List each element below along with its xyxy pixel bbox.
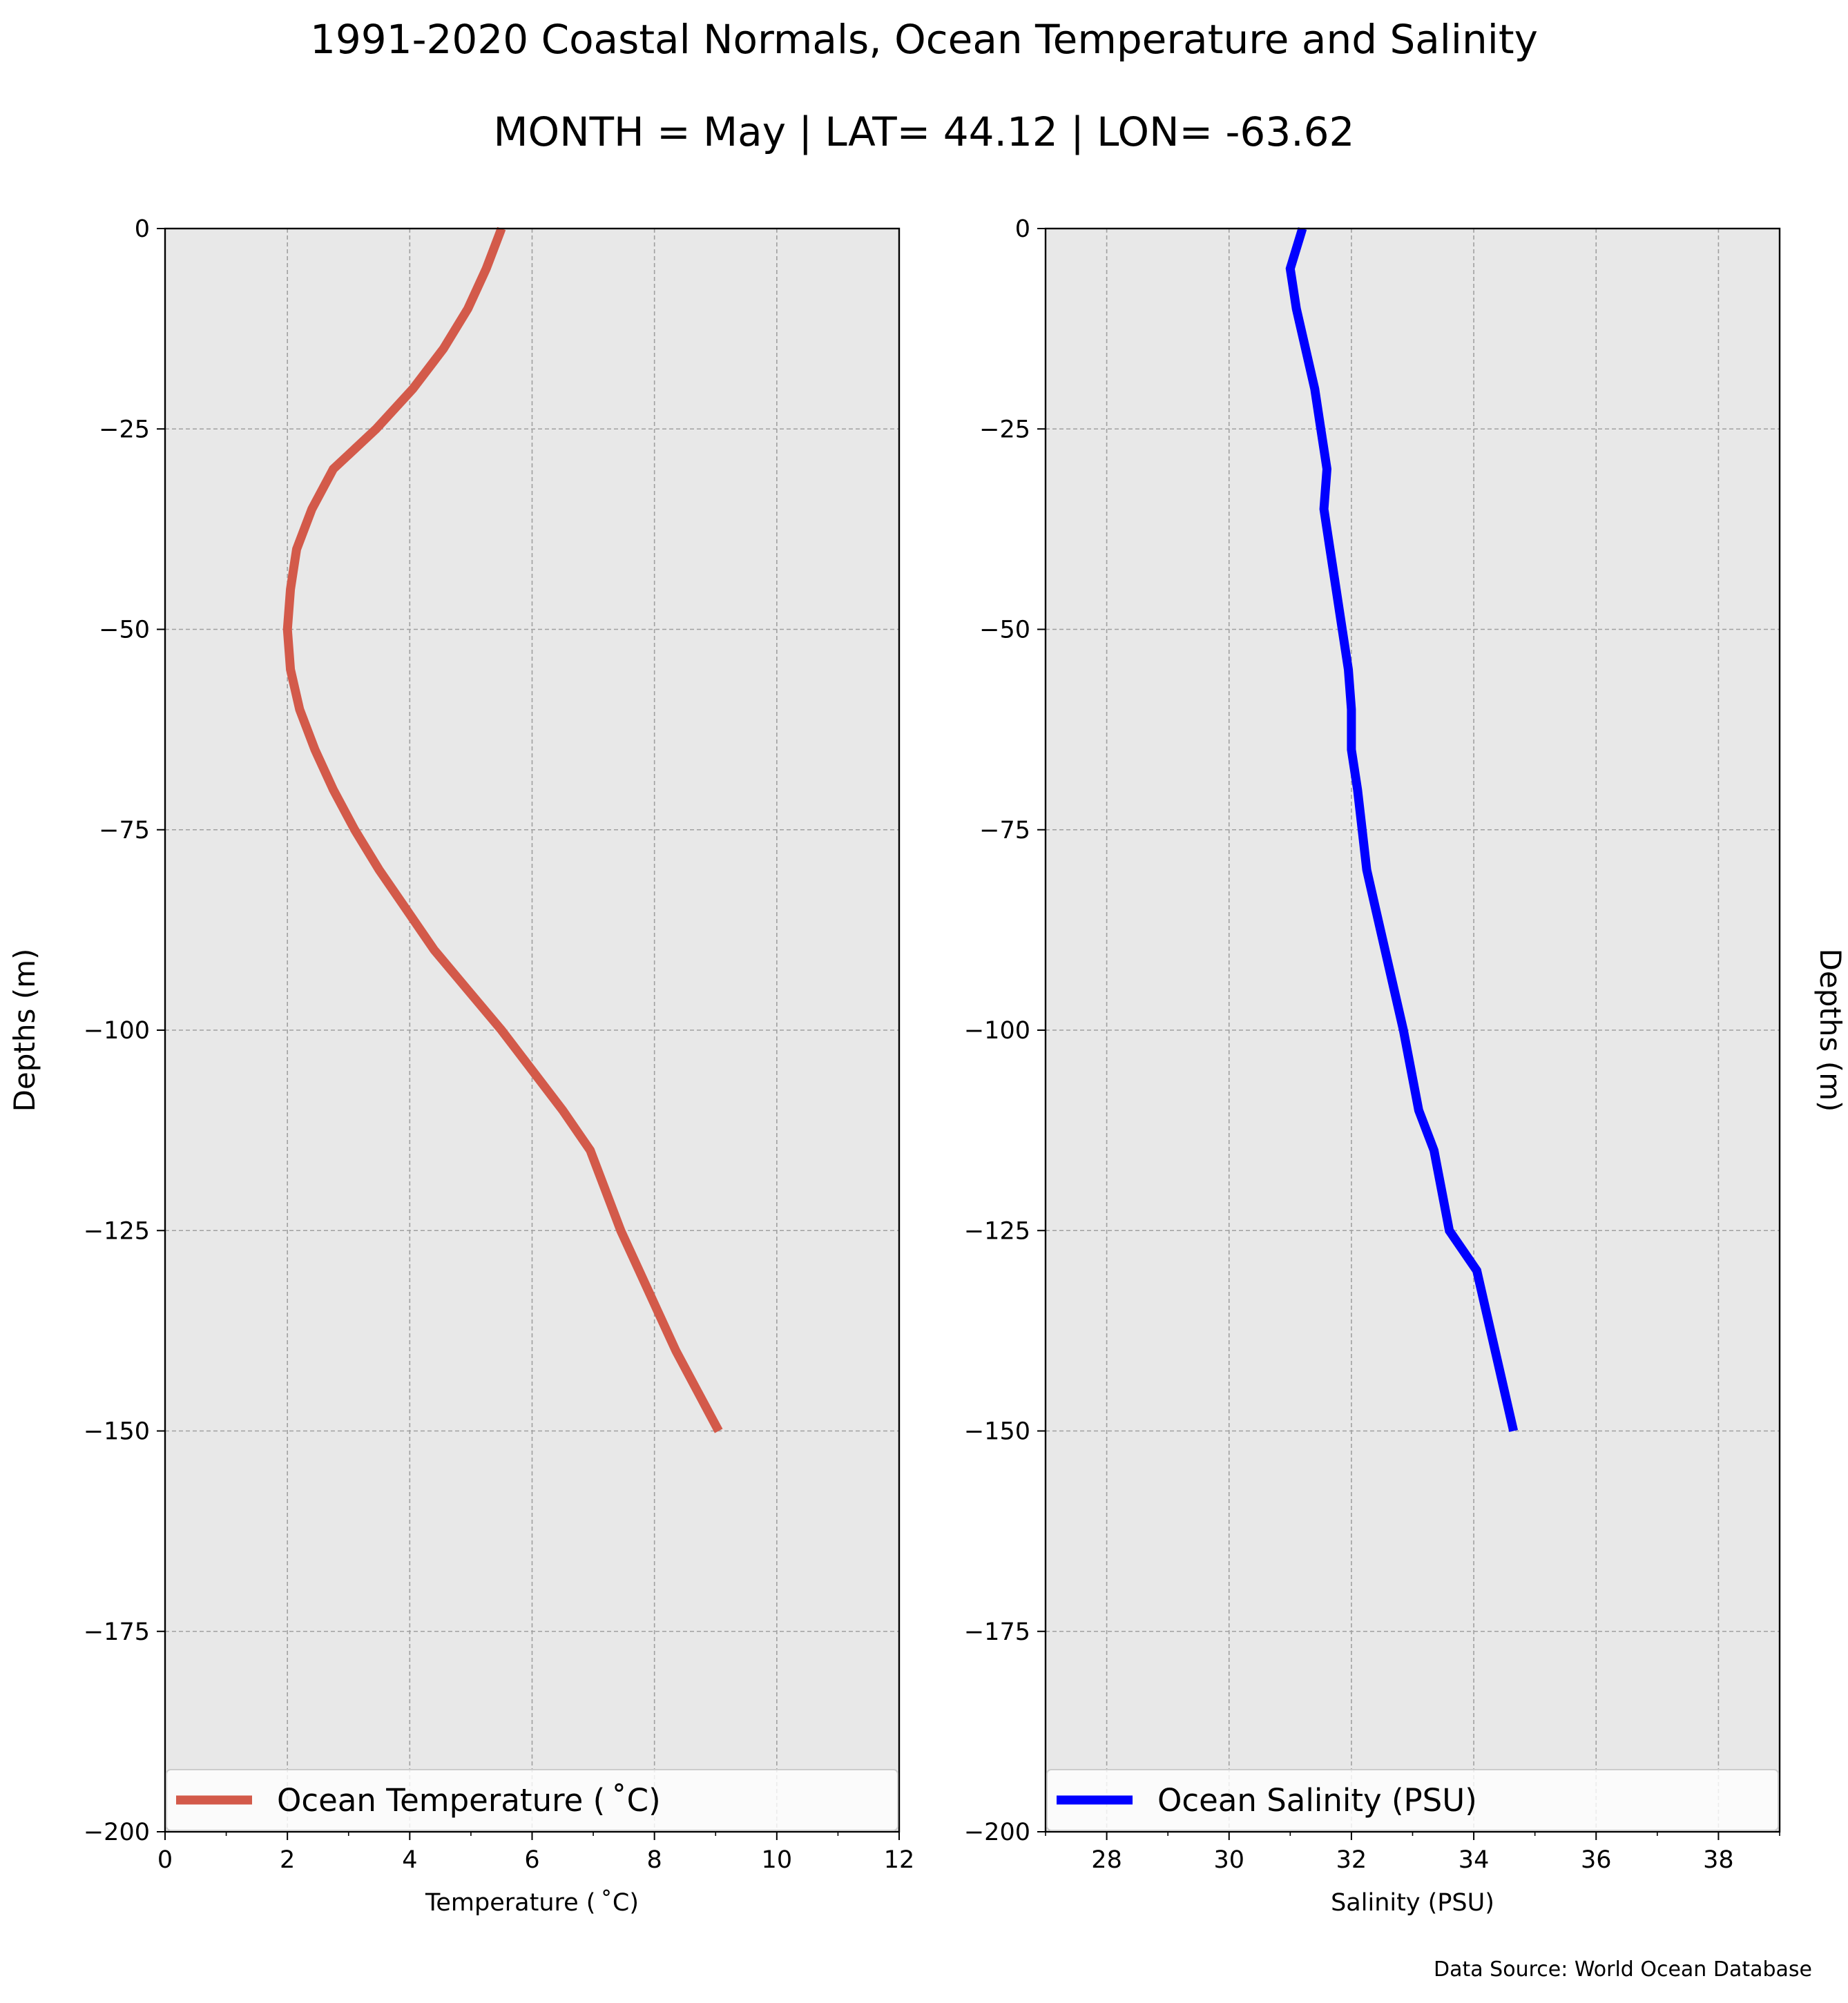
chart-title: 1991-2020 Coastal Normals, Ocean Tempera… (310, 16, 1538, 63)
salinity-legend: Ocean Salinity (PSU) (1046, 1769, 1779, 1831)
temperature-x-tick-label: 0 (157, 1846, 173, 1874)
salinity-y-tick-label: 0 (1015, 215, 1030, 243)
salinity-y-axis-label: Depths (m) (1813, 949, 1847, 1112)
temperature-y-tick-label: −75 (99, 817, 150, 844)
salinity-legend-box (1046, 1769, 1779, 1831)
temperature-x-tick-label: 10 (762, 1846, 793, 1874)
salinity-y-tick-label: −25 (979, 416, 1030, 443)
salinity-y-tick-label: −100 (964, 1017, 1030, 1045)
temperature-panel: 0 2 4 6 8 10 12 0 −25 −50 −75 −100 −125 −150 −175 −200 O… (8, 215, 914, 1917)
temperature-x-tick-label: 8 (647, 1846, 662, 1874)
temperature-x-tick-label: 2 (280, 1846, 295, 1874)
salinity-y-tick-label: −150 (964, 1418, 1030, 1446)
salinity-x-tick-label: 32 (1336, 1846, 1367, 1874)
temperature-y-tick-label: −25 (99, 416, 150, 443)
temperature-y-tick-label: −175 (84, 1618, 150, 1646)
temperature-x-tick-label: 12 (884, 1846, 915, 1874)
temperature-x-tick-label: 4 (402, 1846, 417, 1874)
temperature-y-tick-label: −50 (99, 617, 150, 644)
salinity-x-tick-label: 38 (1703, 1846, 1734, 1874)
temperature-y-tick-label: −100 (84, 1017, 150, 1045)
temperature-legend-label: Ocean Temperature ( ˚C) (277, 1782, 661, 1819)
salinity-y-tick-label: −175 (964, 1618, 1030, 1646)
temperature-legend-box (166, 1769, 898, 1831)
temperature-x-axis-label: Temperature ( ˚C) (425, 1888, 639, 1917)
temperature-y-axis-label: Depths (m) (8, 949, 41, 1112)
salinity-y-tick-label: −125 (964, 1217, 1030, 1245)
temperature-series-line (282, 226, 723, 1433)
temperature-y-tick-label: −200 (84, 1819, 150, 1846)
salinity-x-axis-label: Salinity (PSU) (1331, 1889, 1494, 1917)
temperature-axes-frame (164, 227, 901, 1833)
salinity-panel: 28 30 32 34 36 38 0 −25 −50 −75 −100 −125 −150 −175 −2… (964, 215, 1847, 1917)
temperature-y-tick-label: −150 (84, 1418, 150, 1446)
salinity-x-tick-label: 36 (1581, 1846, 1612, 1874)
chart-subtitle: MONTH = May | LAT= 44.12 | LON= -63.62 (493, 108, 1355, 155)
salinity-x-tick-label: 34 (1459, 1846, 1490, 1874)
temperature-legend: Ocean Temperature ( ˚C) (166, 1769, 898, 1831)
data-source-note: Data Source: World Ocean Database (1434, 1957, 1812, 1982)
salinity-x-tick-label: 30 (1213, 1846, 1244, 1874)
temperature-x-tick-label: 6 (524, 1846, 539, 1874)
salinity-axes-frame (1044, 227, 1781, 1833)
temperature-y-tick-label: 0 (135, 215, 150, 243)
salinity-x-tick-label: 28 (1091, 1846, 1122, 1874)
salinity-legend-label: Ocean Salinity (PSU) (1157, 1782, 1477, 1819)
salinity-y-tick-label: −50 (979, 617, 1030, 644)
salinity-y-tick-label: −75 (979, 817, 1030, 844)
salinity-series-line (1285, 227, 1519, 1432)
temperature-y-tick-label: −125 (84, 1217, 150, 1245)
salinity-y-tick-label: −200 (964, 1819, 1030, 1846)
